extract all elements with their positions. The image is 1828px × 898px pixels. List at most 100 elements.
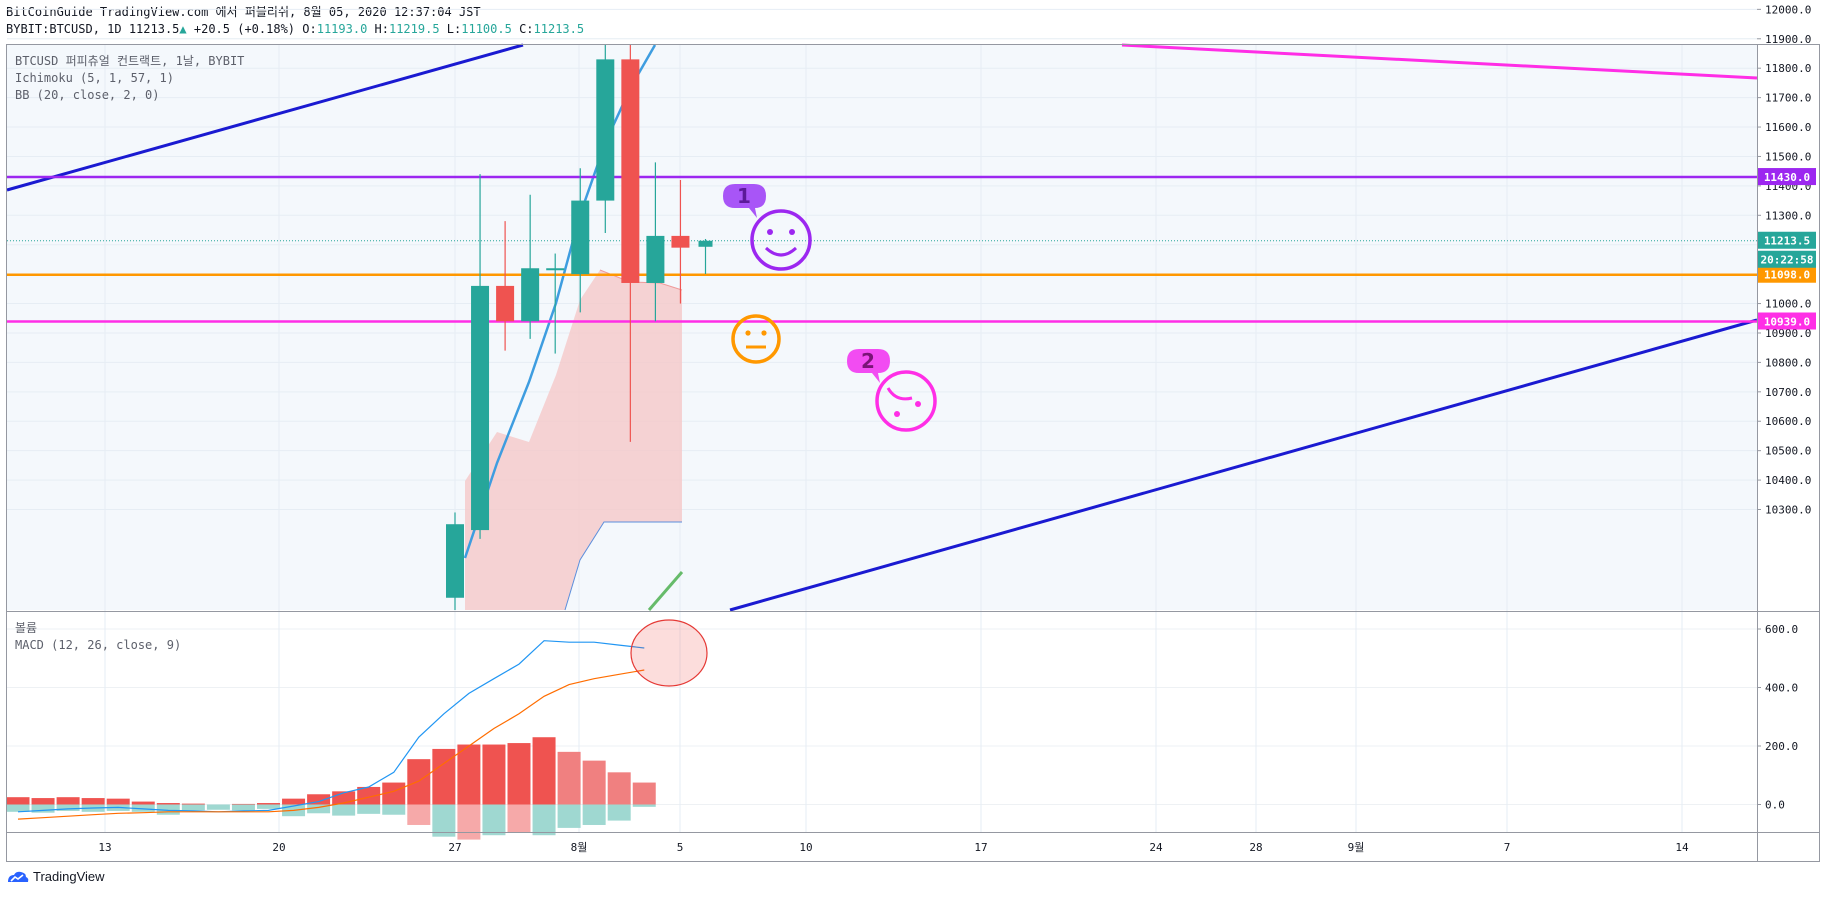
candle-body [621, 59, 640, 283]
macd-histogram-bar [81, 798, 105, 805]
volume-bar [156, 804, 180, 815]
main-legend: BTCUSD 퍼피츄얼 컨트랙트, 1날, BYBIT Ichimoku (5,… [15, 53, 244, 104]
price-tick-label: 10600.0 [1765, 415, 1811, 428]
macd-histogram-bar [56, 797, 80, 805]
ohlc-row: BYBIT:BTCUSD, 1D 11213.5▲ +20.5 (+0.18%)… [6, 21, 584, 38]
time-tick-label: 13 [98, 841, 111, 854]
macd-pane [6, 619, 708, 840]
macd-histogram-bar [482, 744, 506, 805]
candle-body [496, 285, 515, 322]
volume-bar [557, 804, 581, 828]
countdown-box [1758, 250, 1816, 268]
neutral-face-eye [761, 330, 767, 336]
high-value: 11219.5 [388, 22, 440, 36]
level-label-text: 11098.0 [1764, 269, 1810, 282]
countdown-text: 20:22:58 [1761, 254, 1814, 267]
last-price: 11213.5 [128, 22, 180, 36]
macd-line [17, 640, 645, 813]
candle-body [698, 240, 713, 247]
volume-bar [382, 804, 406, 815]
price-tick-label: 11600.0 [1765, 121, 1811, 134]
close-value: 11213.5 [533, 22, 585, 36]
time-tick-label: 14 [1675, 841, 1689, 854]
level-label-text: 10939.0 [1764, 316, 1810, 329]
price-tick-label: 11800.0 [1765, 62, 1811, 75]
price-tick-label: 11900.0 [1765, 33, 1811, 46]
volume-bar [307, 804, 331, 814]
lower-pane-bg [7, 612, 1757, 832]
volume-bar [432, 804, 456, 837]
level-label-text: 11430.0 [1764, 171, 1810, 184]
macd-histogram-bar [231, 803, 255, 805]
macd-histogram-bar [307, 794, 331, 805]
tradingview-logo-icon [8, 871, 29, 882]
macd-histogram-bar [407, 759, 431, 805]
low-label: L: [446, 22, 462, 36]
volume-bar [532, 804, 556, 836]
candles [446, 45, 713, 610]
tradingview-logo[interactable]: TradingView [6, 869, 105, 884]
legend-ichimoku: Ichimoku (5, 1, 57, 1) [15, 71, 174, 85]
time-tick-label: 7 [1504, 841, 1511, 854]
price-tick-label: 11000.0 [1765, 298, 1811, 311]
last-price-label-box [1758, 231, 1816, 249]
time-axis: 13 20 27 8월 5 10 17 24 28 9월 7 14 [98, 841, 1689, 854]
volume-bar [507, 804, 531, 833]
last-price-label-text: 11213.5 [1764, 235, 1810, 248]
lower-legend: 볼륨 MACD (12, 26, close, 9) [15, 620, 181, 654]
callout-label-1: 1 [737, 184, 751, 208]
volume-bar [31, 804, 55, 813]
macd-histogram-bar [632, 782, 656, 805]
happy-face-eye [789, 229, 795, 235]
chart-header: BitCoinGuide TradingView.com 에서 퍼블리쉬, 8월… [6, 4, 584, 38]
macd-histogram-bar [507, 743, 531, 805]
price-tick-label: 11700.0 [1765, 92, 1811, 105]
callout-label-2: 2 [861, 349, 875, 373]
signal-line [17, 669, 645, 820]
legend-symbol: BTCUSD 퍼피츄얼 컨트랙트, 1날, BYBIT [15, 54, 245, 68]
change-arrow-icon: ▲ [179, 22, 187, 36]
time-tick-label: 17 [974, 841, 987, 854]
symbol-label: BYBIT:BTCUSD, 1D [6, 22, 122, 36]
volume-bar [407, 804, 431, 825]
annotations: 12 [723, 184, 937, 432]
candle-body [571, 200, 590, 275]
macd-histogram-bar [432, 748, 456, 805]
time-tick-label: 24 [1149, 841, 1163, 854]
trendline-upper-left [6, 43, 524, 192]
high-label: H: [374, 22, 389, 36]
time-tick-label: 8월 [571, 841, 588, 854]
volume-bar [582, 804, 606, 825]
happy-face-mouth [764, 246, 798, 257]
cloud-lower-edge [564, 521, 682, 611]
publish-info: BitCoinGuide TradingView.com 에서 퍼블리쉬, 8월… [6, 5, 481, 19]
happy-face-icon [750, 209, 812, 271]
callout-bubble-2 [847, 349, 890, 383]
neutral-face-eye [745, 330, 751, 336]
trendline-lower-rising [729, 318, 1758, 612]
macd-histogram-bar [106, 798, 130, 805]
price-tick-label: 10800.0 [1765, 356, 1811, 369]
volume-bar [607, 804, 631, 821]
candle-body [596, 59, 615, 201]
macd-histogram-bar [357, 786, 381, 805]
legend-bb: BB (20, close, 2, 0) [15, 88, 160, 102]
macd-tick-label: 400.0 [1765, 682, 1798, 695]
neutral-face-icon [731, 314, 781, 364]
macd-histogram-bar [282, 798, 306, 805]
volume-bar [56, 804, 80, 811]
macd-histogram-bar [31, 798, 55, 805]
volume-bar [257, 804, 280, 809]
volume-bar [206, 804, 230, 810]
volume-bar [181, 804, 205, 811]
candle-body [546, 268, 565, 271]
volume-bar [632, 804, 656, 807]
low-value: 11100.5 [461, 22, 512, 36]
legend-volume: 볼륨 [15, 621, 38, 635]
volume-bar [357, 804, 381, 814]
highlight-ellipse [630, 619, 708, 687]
open-label: O: [302, 22, 317, 36]
level-label-box [1758, 168, 1816, 186]
time-tick-label: 28 [1249, 841, 1262, 854]
